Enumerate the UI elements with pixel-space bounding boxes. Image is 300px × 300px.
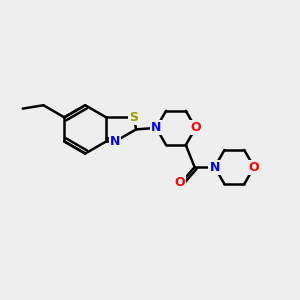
- Text: O: O: [249, 160, 260, 174]
- Text: N: N: [151, 122, 161, 134]
- Text: N: N: [110, 135, 120, 148]
- Text: S: S: [129, 111, 138, 124]
- Text: O: O: [190, 122, 201, 134]
- Text: O: O: [174, 176, 184, 189]
- Text: N: N: [209, 160, 220, 174]
